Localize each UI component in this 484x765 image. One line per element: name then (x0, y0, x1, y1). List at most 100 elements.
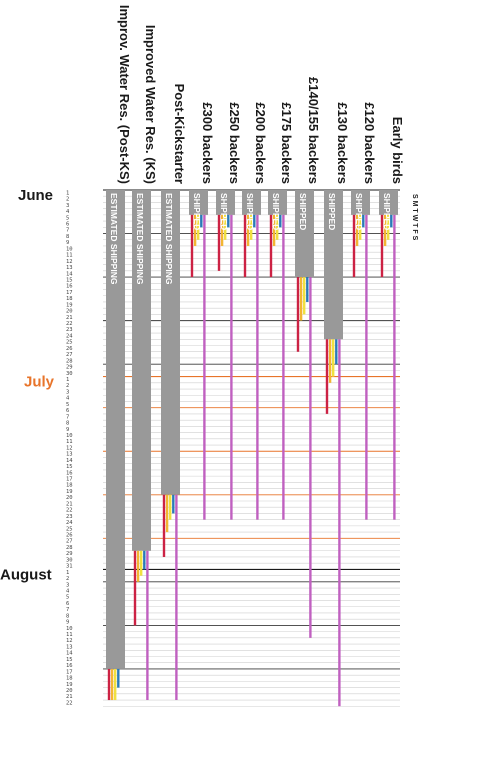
month-label: July (24, 374, 55, 391)
day-number: 30 (66, 557, 73, 563)
day-number: 24 (66, 333, 73, 339)
day-number: 8 (66, 421, 69, 427)
day-number: 29 (66, 365, 73, 371)
day-number: 8 (66, 613, 69, 619)
day-number: 5 (66, 215, 69, 221)
day-number: 19 (66, 682, 73, 688)
column-header: £140/155 backers (306, 77, 321, 184)
day-number: 3 (66, 203, 69, 209)
bar-status-label: SHIPPED (327, 193, 337, 230)
column-bar (216, 190, 235, 215)
day-number: 14 (66, 458, 73, 464)
day-number: 2 (66, 383, 69, 389)
month-label: June (18, 187, 53, 204)
column-header: Early birds (390, 117, 405, 184)
day-number: 4 (66, 588, 70, 594)
day-number: 26 (66, 346, 73, 352)
day-number: 24 (66, 520, 73, 526)
day-number: 30 (66, 371, 73, 377)
column-bar (106, 190, 125, 669)
day-number: 7 (66, 228, 69, 234)
day-number: 2 (66, 197, 69, 203)
column-bar (268, 190, 287, 215)
day-number: 15 (66, 277, 73, 283)
day-number: 15 (66, 464, 73, 470)
day-number: 20 (66, 688, 73, 694)
column-header: Improv. Water Res. (Post-KS) (117, 5, 132, 184)
day-number: 11 (66, 632, 73, 638)
day-number: 15 (66, 657, 73, 663)
day-number: 5 (66, 402, 69, 408)
day-number: 12 (66, 638, 73, 644)
day-number: 13 (66, 265, 73, 271)
day-number: 1 (66, 190, 69, 196)
day-number: 10 (66, 246, 73, 252)
day-number: 7 (66, 607, 69, 613)
day-number: 28 (66, 545, 73, 551)
column-bar (324, 190, 343, 340)
column-bar (161, 190, 180, 495)
column-bar (295, 190, 314, 278)
column-header: £130 backers (335, 102, 350, 184)
shipping-marks (107, 214, 396, 707)
column-header: Post-Kickstarter (172, 84, 187, 184)
day-number: 29 (66, 551, 73, 557)
day-number: 9 (66, 427, 69, 433)
day-number: 13 (66, 452, 73, 458)
bar-status-label: SHIPPED (382, 193, 392, 230)
day-number: 19 (66, 302, 73, 308)
day-number: 23 (66, 327, 73, 333)
bar-status-label: ESTIMATED SHIPPING (135, 193, 145, 285)
bar-status-label: SHIPPED (219, 193, 229, 230)
bar-status-label: ESTIMATED SHIPPING (109, 193, 119, 285)
column-header: £120 backers (362, 102, 377, 184)
day-number: 7 (66, 414, 69, 420)
day-number: 1 (66, 570, 69, 576)
day-number: 11 (66, 253, 73, 259)
column-bar (189, 190, 208, 215)
day-number: 18 (66, 676, 73, 682)
column-header: £175 backers (279, 102, 294, 184)
day-number: 21 (66, 501, 73, 507)
day-number: 9 (66, 620, 69, 626)
day-number: 10 (66, 626, 73, 632)
day-number: 9 (66, 240, 69, 246)
day-number: 18 (66, 483, 73, 489)
column-bar (132, 190, 151, 551)
day-number: 5 (66, 595, 69, 601)
day-number: 2 (66, 576, 69, 582)
day-number: 18 (66, 296, 73, 302)
day-number: 21 (66, 315, 73, 321)
day-number: 25 (66, 340, 73, 346)
month-label: August (0, 566, 52, 583)
day-number: 17 (66, 290, 73, 296)
day-number: 12 (66, 445, 73, 451)
day-number: 14 (66, 271, 73, 277)
day-number: 14 (66, 651, 73, 657)
column-bar (379, 190, 398, 215)
column-bars (106, 190, 398, 669)
day-number: 31 (66, 564, 73, 570)
day-number: 1 (66, 377, 69, 383)
day-number: 10 (66, 433, 73, 439)
day-number: 16 (66, 663, 73, 669)
day-number: 20 (66, 309, 73, 315)
bar-status-label: SHIPPED (354, 193, 364, 230)
day-number: 12 (66, 259, 73, 265)
day-number: 3 (66, 389, 69, 395)
day-of-week-header: S M T W T F S (411, 194, 418, 241)
column-header: £250 backers (227, 102, 242, 184)
day-number: 13 (66, 644, 73, 650)
column-header: £200 backers (253, 102, 268, 184)
column-bar (242, 190, 261, 215)
day-number: 26 (66, 533, 73, 539)
day-number: 28 (66, 358, 73, 364)
day-number: 22 (66, 508, 73, 514)
bar-status-label: SHIPPED (192, 193, 202, 230)
day-number: 16 (66, 470, 73, 476)
day-number: 27 (66, 352, 73, 358)
day-grid (103, 189, 400, 707)
day-number: 27 (66, 539, 73, 545)
bar-status-label: SHIPPED (298, 193, 308, 230)
